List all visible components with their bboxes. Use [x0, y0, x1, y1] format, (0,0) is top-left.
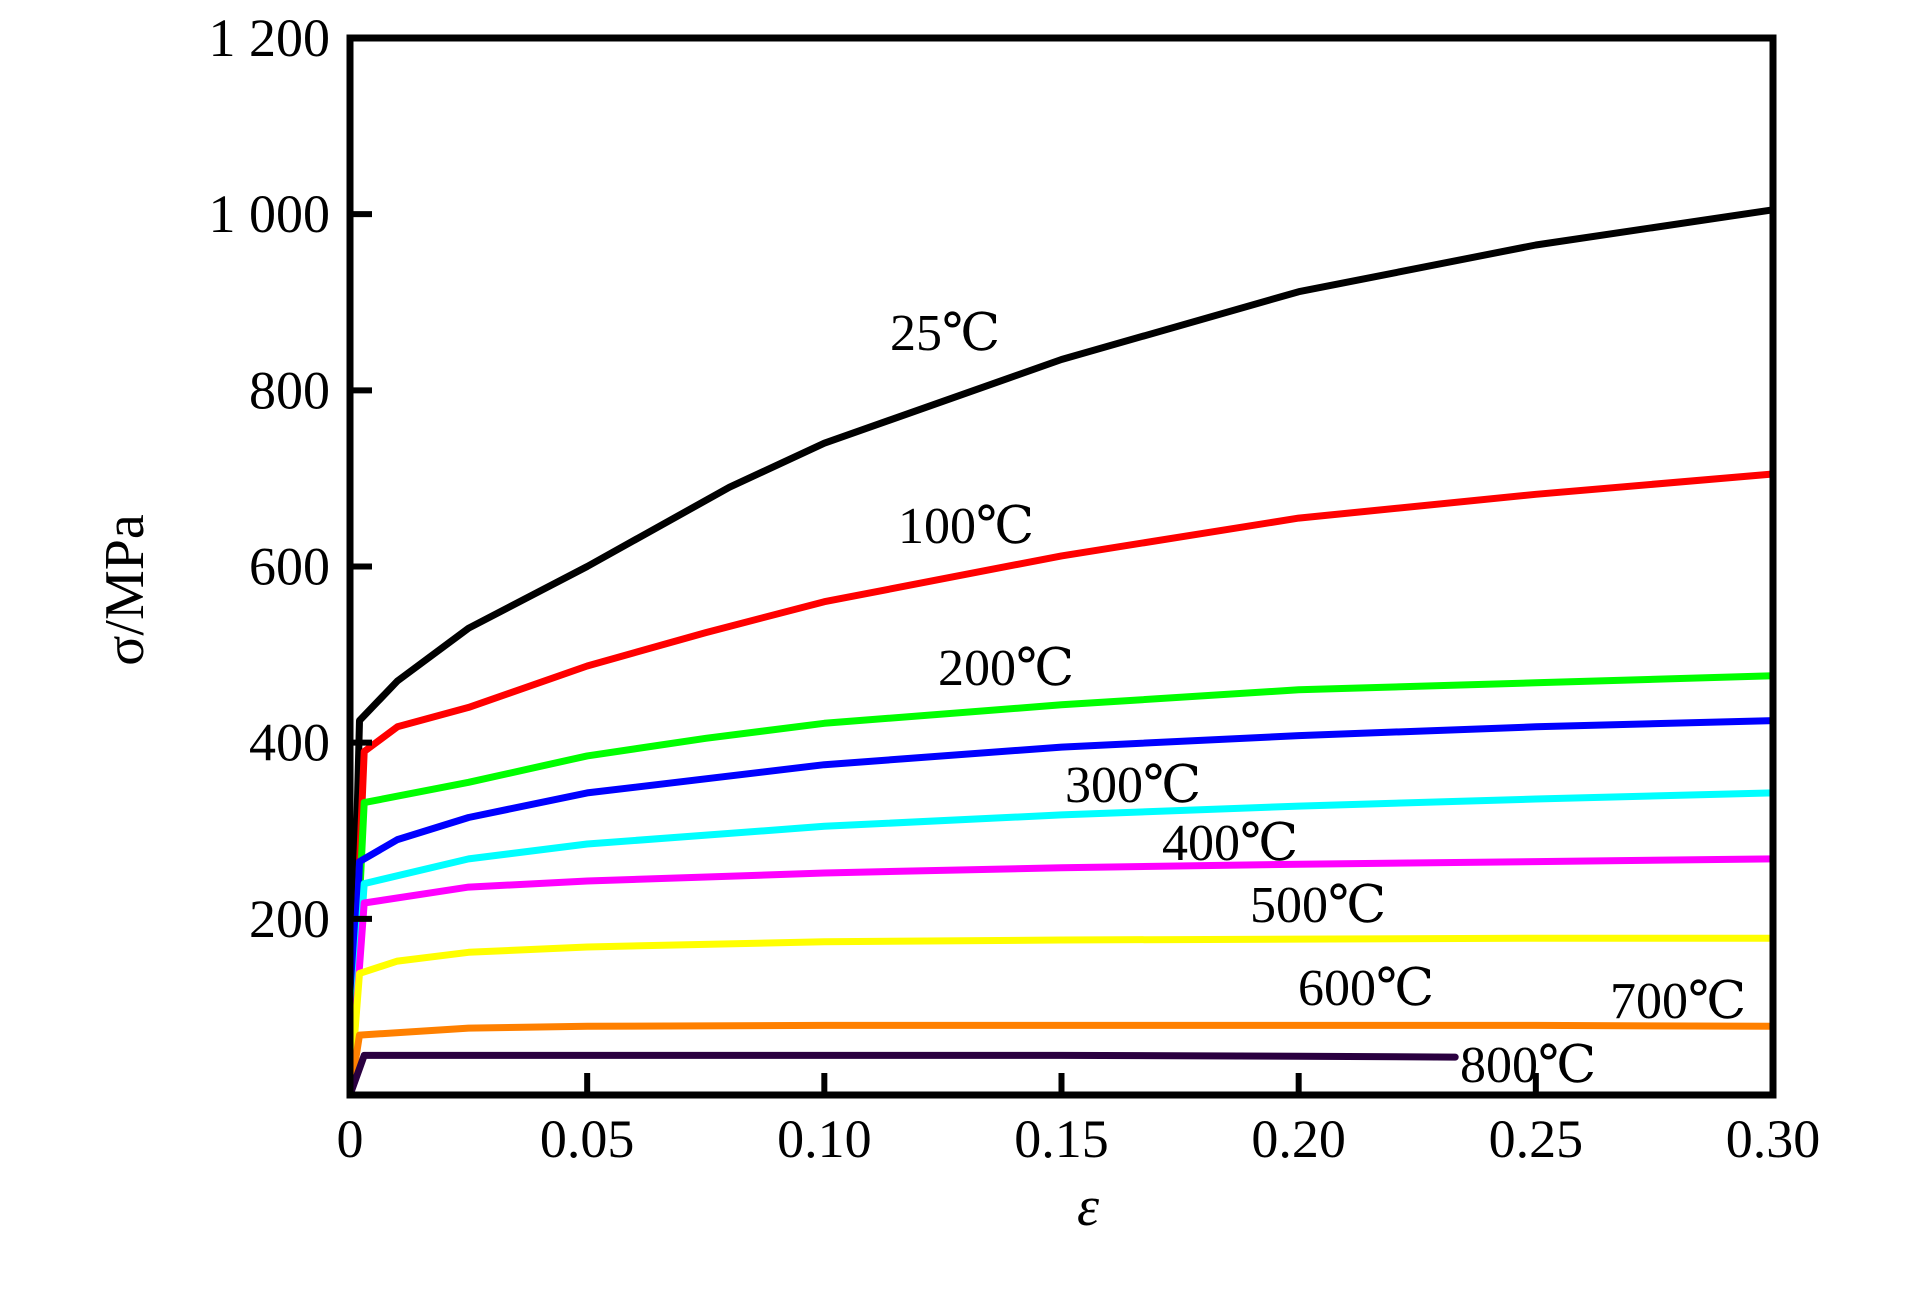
series-label-300c: 300℃ [1065, 757, 1201, 814]
series-line-4 [346, 789, 1777, 1099]
x-axis-ticks: 0 0.05 0.10 0.15 0.20 0.25 0.30 [337, 1073, 1821, 1169]
x-tick-label: 0 [337, 1109, 364, 1169]
series-label-400c: 400℃ [1162, 815, 1298, 872]
series-line-0 [346, 206, 1777, 1099]
series-label-700c: 700℃ [1610, 973, 1746, 1030]
series-line-7 [346, 1021, 1777, 1099]
y-tick-label: 1 200 [209, 8, 331, 68]
series-label-500c: 500℃ [1250, 877, 1386, 934]
series-line-2 [346, 672, 1777, 1099]
x-tick-label: 0.30 [1726, 1109, 1821, 1169]
series-line-3 [346, 717, 1777, 1099]
y-tick-label: 1 000 [209, 184, 331, 244]
series-label-100c: 100℃ [898, 498, 1034, 555]
y-axis-title: σ/MPa [94, 514, 156, 666]
x-tick-label: 0.25 [1489, 1109, 1584, 1169]
y-tick-label: 200 [249, 889, 330, 949]
x-tick-label: 0.05 [540, 1109, 635, 1169]
y-axis-ticks: 200 400 600 800 1 000 1 200 [209, 8, 372, 949]
y-tick-label: 400 [249, 713, 330, 773]
series-label-25c: 25℃ [890, 305, 1000, 362]
x-tick-label: 0.10 [777, 1109, 872, 1169]
series-label-600c: 600℃ [1298, 960, 1434, 1017]
y-tick-label: 800 [249, 360, 330, 420]
series-label-200c: 200℃ [938, 640, 1074, 697]
x-tick-label: 0.20 [1251, 1109, 1346, 1169]
x-tick-label: 0.15 [1014, 1109, 1109, 1169]
series-line-5 [346, 855, 1777, 1099]
series-layer [346, 206, 1777, 1099]
y-tick-label: 600 [249, 537, 330, 597]
x-axis-title: ε [1077, 1176, 1100, 1238]
series-line-6 [346, 934, 1777, 1099]
series-label-800c: 800℃ [1460, 1037, 1596, 1094]
series-line-8 [346, 1051, 1459, 1099]
series-line-1 [346, 470, 1777, 1099]
